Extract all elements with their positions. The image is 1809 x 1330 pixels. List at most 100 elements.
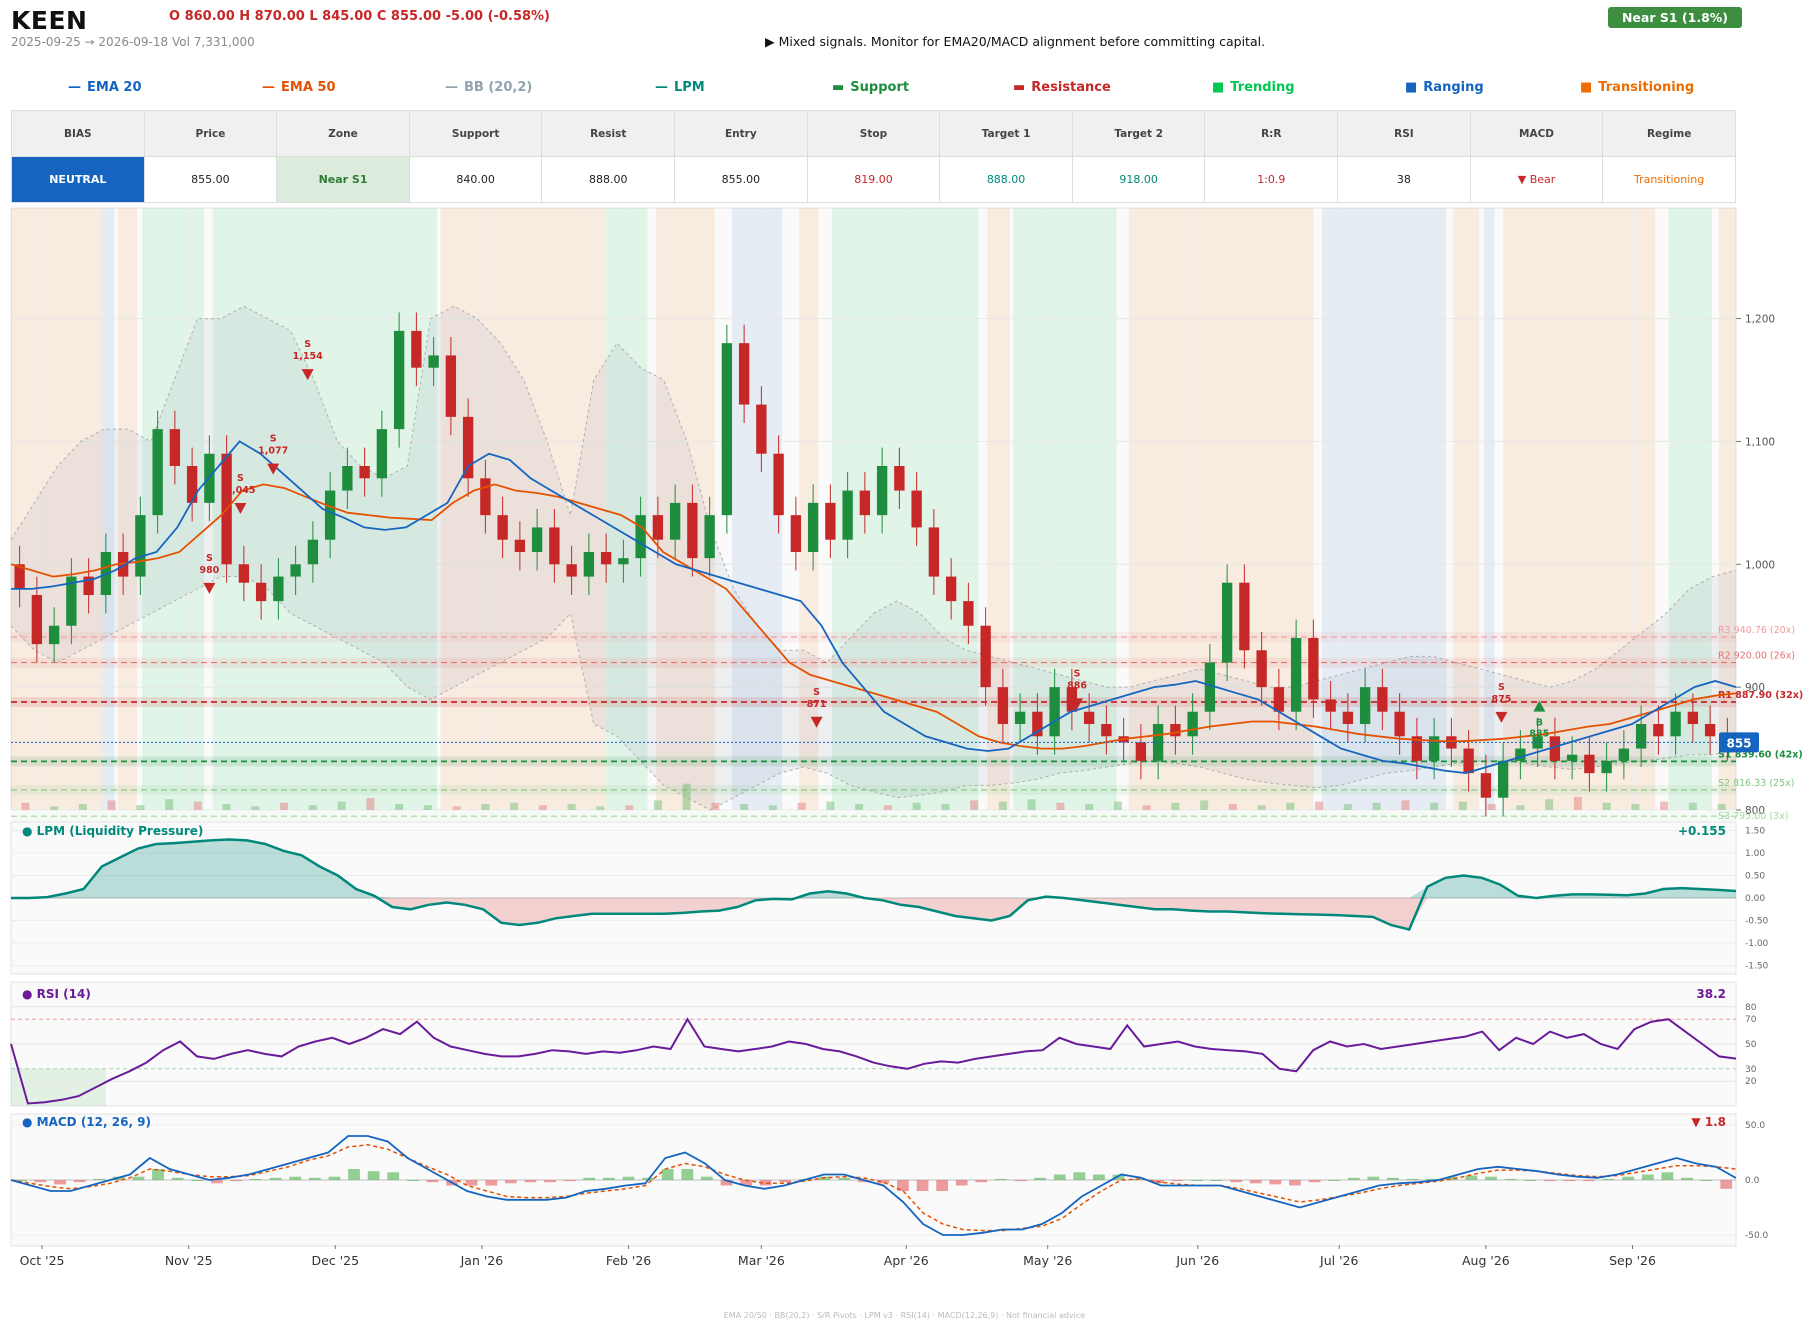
sell-signal-marker: [1071, 698, 1084, 710]
volume-bar: [1631, 804, 1640, 810]
candle-body: [1221, 582, 1233, 663]
volume-bar: [883, 805, 892, 810]
last-price-label: 855: [1726, 736, 1751, 750]
legend-marker: ■: [1580, 80, 1593, 95]
x-tick-label: Oct '25: [20, 1253, 65, 1268]
level-label: R2 920.00 (26x): [1718, 651, 1795, 662]
macd-histogram-bar: [779, 1180, 792, 1183]
candle-body: [980, 625, 991, 688]
legend-item-transitioning[interactable]: ■ Transitioning: [1580, 80, 1694, 95]
volume-bar: [1602, 802, 1611, 810]
legend-item-resistance[interactable]: ▬ Resistance: [1013, 80, 1111, 95]
legend-item-bb-20-2-[interactable]: — BB (20,2): [445, 80, 532, 95]
rsi-tick-label: 50: [1745, 1040, 1757, 1050]
regime-band-transitioning: [117, 208, 137, 810]
macd-histogram-bar: [857, 1180, 870, 1183]
ohlc-readout: O 860.00 H 870.00 L 845.00 C 855.00 -5.0…: [169, 9, 550, 24]
volume-bar: [1056, 802, 1065, 810]
candle-body: [290, 564, 301, 577]
macd-histogram-bar: [995, 1178, 1007, 1180]
signal-kind: B: [1536, 718, 1543, 729]
macd-histogram-bar: [1445, 1176, 1458, 1180]
candle-body: [756, 404, 767, 454]
candle-body: [273, 576, 284, 602]
legend-item-ema-20[interactable]: — EMA 20: [68, 80, 142, 95]
candle-body: [928, 527, 940, 577]
table-header-stop: Stop: [806, 110, 941, 157]
table-value-resist: 888.00: [541, 156, 676, 203]
candle-body: [307, 539, 319, 565]
macd-histogram-bar: [1681, 1177, 1693, 1180]
macd-panel[interactable]: 50.0 0.0 -50.0 ● MACD (12, 26, 9) ▼ 1.8: [0, 1110, 1809, 1285]
candle-body: [1687, 711, 1699, 724]
macd-histogram-bar: [54, 1180, 66, 1185]
macd-histogram-bar: [1210, 1180, 1223, 1181]
macd-histogram-bar: [955, 1180, 968, 1186]
volume-bar: [1286, 802, 1295, 810]
candle-body: [1359, 687, 1371, 724]
price-tick-label: 1,200: [1745, 314, 1775, 326]
candle-body: [1515, 748, 1526, 761]
legend-item-support[interactable]: ▬ Support: [832, 80, 909, 95]
macd-histogram-bar: [1524, 1180, 1537, 1181]
macd-histogram-bar: [563, 1180, 576, 1182]
candle-body: [738, 343, 750, 405]
candle-body: [255, 582, 267, 602]
ema20-line: [11, 440, 1737, 775]
footer-note: EMA 20/50 · BB(20,2) · S/R Pivots · LPM …: [723, 1311, 1086, 1320]
candle-body: [1584, 754, 1595, 774]
lpm-panel[interactable]: 1.50 1.00 0.50 0.00 -0.50 -1.00 -1.50 ● LPM (Li…: [0, 818, 1809, 978]
macd-tick-label: 0.0: [1745, 1176, 1760, 1186]
macd-histogram-bar: [975, 1180, 988, 1183]
candle-body: [1463, 748, 1474, 774]
macd-histogram-bar: [210, 1180, 223, 1184]
candle-body: [773, 453, 784, 516]
x-tick-label: May '26: [1023, 1253, 1072, 1268]
price-chart[interactable]: 1,200 1,100 1,000 900 800 R3 940.76 (20x) R2 9…: [0, 205, 1809, 825]
candle-body: [1601, 760, 1612, 774]
summary-table: BIAS Price Zone Support Resist Entry Stop Targe…: [11, 110, 1736, 203]
candle-body: [1083, 711, 1095, 724]
candle-body: [1377, 687, 1388, 712]
legend-label: Trending: [1230, 80, 1295, 95]
macd-histogram-bar: [1269, 1180, 1282, 1185]
macd-histogram-bar: [1622, 1176, 1635, 1180]
macd-histogram-bar: [387, 1172, 400, 1180]
macd-histogram-bar: [681, 1169, 694, 1180]
macd-histogram-bar: [877, 1180, 890, 1184]
price-tick-label: 800: [1745, 805, 1765, 817]
candle-body: [83, 576, 94, 595]
legend-label: LPM: [674, 80, 705, 95]
legend-item-lpm[interactable]: — LPM: [655, 80, 705, 95]
table-value-stop: 819.00: [806, 156, 941, 203]
legend-marker: ■: [1405, 80, 1418, 95]
macd-tick-label: 50.0: [1745, 1121, 1765, 1131]
candle-body: [1290, 638, 1302, 712]
x-tick-label: Feb '26: [606, 1253, 651, 1268]
legend-item-trending[interactable]: ■ Trending: [1212, 80, 1295, 95]
macd-histogram-bar: [1406, 1178, 1419, 1180]
macd-histogram-bar: [838, 1177, 850, 1180]
candle-body: [1152, 724, 1164, 761]
candle-body: [1342, 711, 1354, 724]
candle-body: [997, 687, 1009, 724]
x-tick-label: Nov '25: [165, 1253, 213, 1268]
macd-histogram-bar: [602, 1177, 615, 1180]
legend-label: Ranging: [1423, 80, 1484, 95]
rsi-tick-label: 30: [1745, 1065, 1757, 1075]
legend-item-ranging[interactable]: ■ Ranging: [1405, 80, 1484, 95]
macd-histogram-bar: [367, 1171, 380, 1180]
legend-marker: ■: [1212, 80, 1225, 95]
macd-histogram-bar: [1720, 1180, 1733, 1189]
rsi-panel[interactable]: 80 70 50 30 20 ● RSI (14) 38.2: [0, 978, 1809, 1110]
candle-body: [1256, 650, 1267, 688]
signal-kind: S: [304, 339, 311, 350]
regime-band-ranging: [102, 208, 115, 810]
lpm-title: ● LPM (Liquidity Pressure): [22, 824, 203, 838]
price-tick-label: 1,100: [1745, 436, 1775, 448]
volume-bar: [538, 805, 547, 810]
legend-item-ema-50[interactable]: — EMA 50: [262, 80, 336, 95]
macd-histogram-bar: [1641, 1174, 1654, 1180]
x-tick-label: Aug '26: [1462, 1253, 1510, 1268]
macd-signal-line: [10, 1144, 1737, 1232]
